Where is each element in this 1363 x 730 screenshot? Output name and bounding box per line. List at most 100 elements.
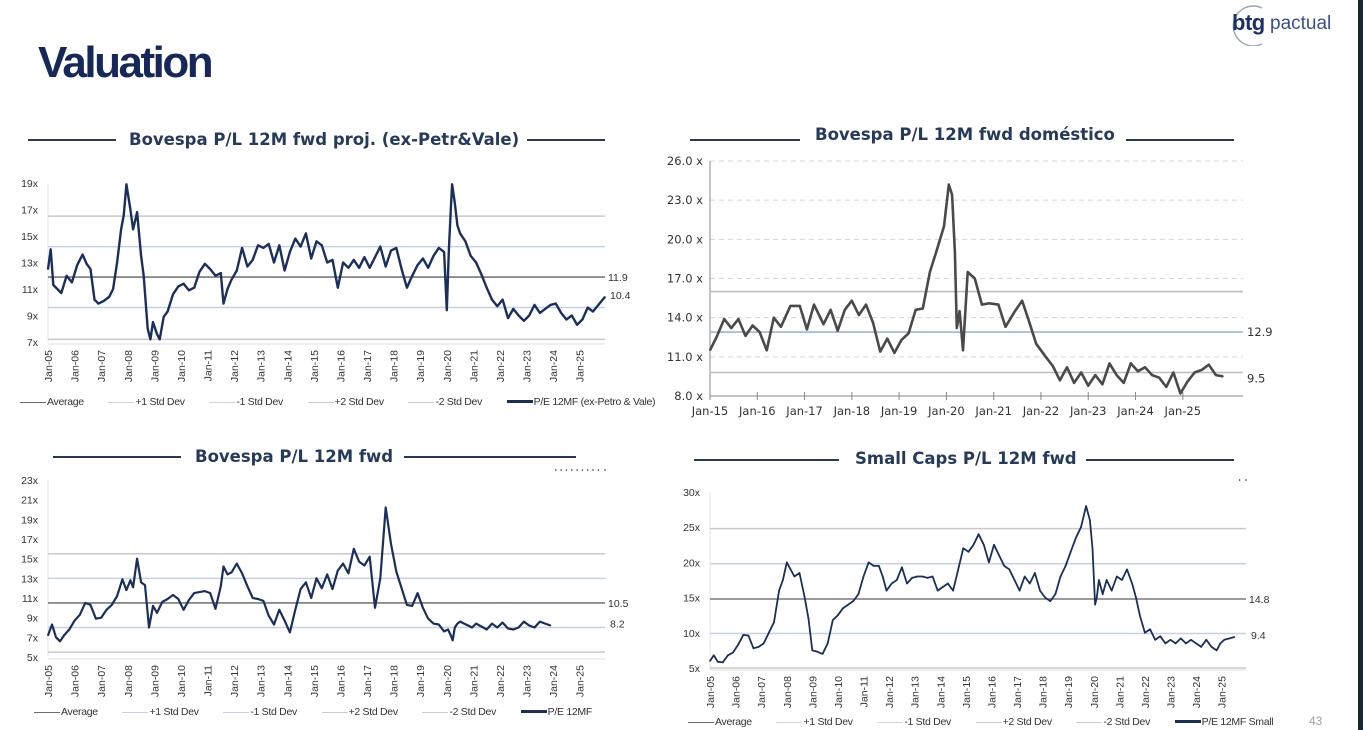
x-tick-label: Jan-08 (123, 350, 135, 382)
data-point (1014, 310, 1016, 312)
data-point (142, 275, 145, 277)
y-tick-label: 13x (21, 573, 39, 585)
data-point (400, 587, 403, 589)
data-point (456, 622, 459, 625)
data-point (586, 469, 589, 471)
x-tick-label: Jan-24 (1191, 676, 1203, 708)
data-point (958, 310, 961, 312)
data-point (395, 247, 398, 249)
series-line (46, 183, 606, 341)
x-tick-label: Jan-16 (738, 404, 776, 418)
data-point (507, 627, 509, 630)
data-point (379, 577, 382, 580)
data-point (368, 267, 371, 269)
data-point (983, 544, 985, 546)
data-point (1094, 603, 1096, 606)
data-point (427, 617, 430, 620)
y-tick-label: 15x (683, 593, 701, 605)
data-point (65, 275, 68, 277)
x-tick-label: Jan-16 (335, 665, 347, 697)
legend-minus1: -1 Std Dev (209, 396, 283, 408)
data-point (289, 631, 291, 634)
data-point (947, 582, 949, 585)
data-point (1122, 382, 1125, 384)
x-tick-label: Jan-10 (176, 665, 188, 697)
data-point (1044, 356, 1047, 358)
legend-series: P/E 12MF (ex-Petro & Vale) (506, 396, 656, 408)
x-tick-label: Jan-19 (415, 665, 427, 697)
legend-minus1: -1 Std Dev (877, 716, 951, 728)
data-point (962, 349, 964, 352)
data-point (220, 272, 222, 274)
x-tick-label: Jan-25 (575, 665, 587, 697)
data-point (358, 560, 360, 563)
x-tick-label: Jan-24 (548, 350, 560, 382)
data-point (1069, 551, 1072, 553)
data-point (289, 251, 291, 253)
legend-average: Average (34, 706, 98, 718)
data-point (246, 585, 249, 587)
x-tick-label: Jan-22 (495, 665, 507, 697)
data-point (209, 268, 211, 270)
data-point (214, 275, 217, 277)
data-point (523, 320, 525, 322)
data-point (1208, 363, 1210, 366)
data-point (149, 338, 152, 341)
y-tick-label: 10x (683, 628, 701, 640)
x-tick-label: Jan-23 (522, 350, 534, 382)
last-value-label: 10.4 (610, 290, 631, 302)
data-point (826, 642, 829, 645)
data-point (459, 620, 461, 623)
data-point (1121, 579, 1123, 581)
data-point (93, 298, 96, 301)
data-point (730, 327, 733, 329)
data-point (1029, 582, 1031, 585)
chart-title-bovespa: Bovespa P/L 12M fwd (195, 447, 394, 466)
data-point (565, 318, 568, 321)
x-tick-label: Jan-08 (123, 665, 135, 697)
y-tick-label: 14.0 x (667, 311, 703, 325)
x-tick-label: Jan-21 (1114, 676, 1126, 708)
x-tick-label: Jan-13 (256, 350, 268, 382)
data-point (427, 267, 430, 269)
data-point (716, 660, 719, 663)
data-point (485, 628, 488, 631)
data-point (571, 469, 573, 471)
data-point (454, 626, 456, 629)
x-tick-label: Jan-17 (362, 350, 374, 382)
data-point (241, 247, 243, 249)
data-point (204, 590, 206, 592)
x-tick-label: Jan-20 (442, 665, 454, 697)
data-point (246, 265, 249, 268)
data-point (822, 323, 825, 325)
data-point (49, 248, 52, 251)
data-point (1116, 575, 1118, 578)
y-tick-label: 7x (27, 337, 39, 349)
data-point (752, 647, 755, 650)
data-point (456, 224, 459, 227)
data-point (936, 249, 938, 251)
data-point (789, 568, 792, 571)
data-point (1210, 646, 1213, 648)
y-tick-label: 25x (683, 522, 701, 534)
data-point (214, 608, 217, 610)
data-point (136, 557, 138, 560)
x-tick-label: Jan-09 (807, 676, 819, 708)
data-point (446, 309, 448, 311)
last-value-label: 9.4 (1251, 630, 1266, 642)
data-point (581, 469, 584, 471)
data-point (116, 595, 118, 597)
data-point (799, 305, 801, 307)
data-point (451, 639, 454, 642)
data-point (156, 333, 158, 335)
data-point (837, 614, 839, 616)
x-tick-label: Jan-18 (389, 350, 401, 382)
data-point (454, 202, 456, 204)
data-point (1164, 642, 1167, 645)
data-point (283, 619, 286, 622)
data-point (857, 593, 860, 595)
data-point (1054, 593, 1057, 595)
data-point (571, 314, 573, 317)
data-point (71, 281, 73, 284)
data-point (867, 561, 870, 564)
